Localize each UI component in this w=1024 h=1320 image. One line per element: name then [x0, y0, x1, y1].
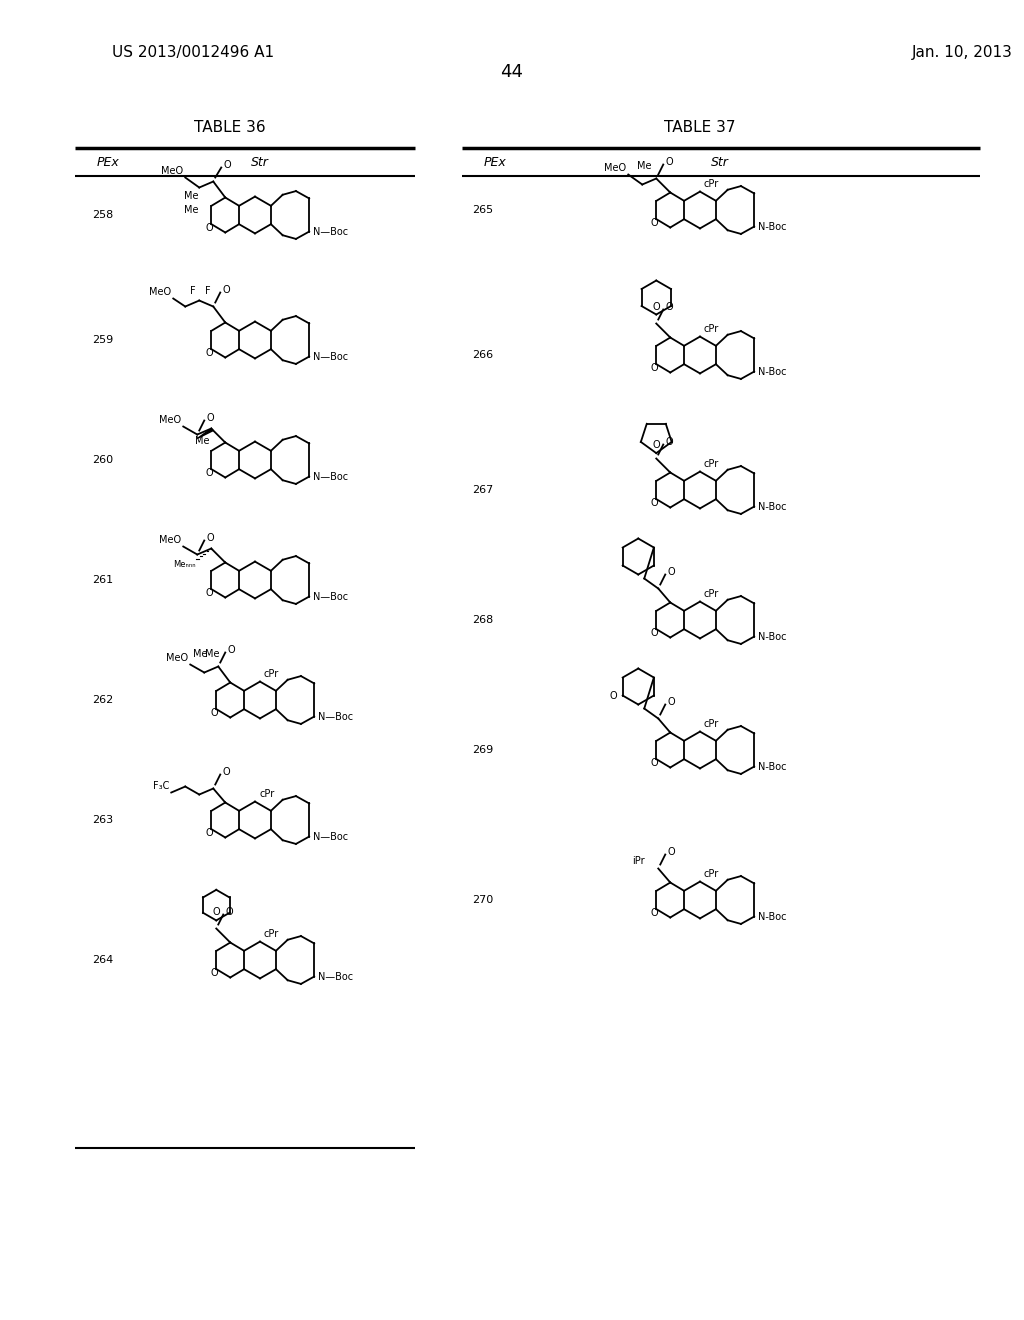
- Text: 261: 261: [92, 576, 113, 585]
- Text: Me: Me: [184, 205, 199, 215]
- Text: N—Boc: N—Boc: [318, 972, 353, 982]
- Text: cPr: cPr: [705, 718, 719, 729]
- Text: O: O: [650, 628, 658, 639]
- Text: N-Boc: N-Boc: [758, 631, 786, 642]
- Polygon shape: [198, 429, 213, 438]
- Text: O: O: [668, 566, 675, 577]
- Text: F₃C: F₃C: [153, 780, 169, 791]
- Text: PEx: PEx: [96, 156, 120, 169]
- Text: 266: 266: [472, 350, 494, 360]
- Text: cPr: cPr: [264, 669, 280, 678]
- Text: cPr: cPr: [705, 869, 719, 879]
- Text: O: O: [206, 589, 213, 598]
- Text: O: O: [223, 160, 230, 169]
- Text: MeO: MeO: [150, 286, 171, 297]
- Text: N-Boc: N-Boc: [758, 912, 786, 921]
- Text: F: F: [205, 285, 211, 296]
- Text: US 2013/0012496 A1: US 2013/0012496 A1: [112, 45, 274, 59]
- Text: N—Boc: N—Boc: [313, 591, 348, 602]
- Text: 268: 268: [472, 615, 494, 624]
- Text: O: O: [666, 301, 673, 312]
- Text: O: O: [609, 690, 616, 701]
- Text: N—Boc: N—Boc: [313, 351, 348, 362]
- Text: O: O: [650, 218, 658, 228]
- Text: O: O: [666, 437, 673, 446]
- Text: MeO: MeO: [161, 165, 183, 176]
- Text: F: F: [189, 285, 196, 296]
- Text: O: O: [650, 758, 658, 768]
- Text: iPr: iPr: [632, 855, 644, 866]
- Text: 44: 44: [501, 63, 523, 81]
- Text: N—Boc: N—Boc: [313, 227, 348, 236]
- Text: MeO: MeO: [166, 652, 188, 663]
- Text: O: O: [650, 363, 658, 374]
- Text: 267: 267: [472, 484, 494, 495]
- Text: 258: 258: [92, 210, 114, 220]
- Text: O: O: [652, 301, 660, 312]
- Text: O: O: [222, 767, 230, 776]
- Text: MeO: MeO: [159, 414, 181, 425]
- Text: N-Boc: N-Boc: [758, 367, 786, 376]
- Text: O: O: [668, 697, 675, 706]
- Text: MeO: MeO: [159, 535, 181, 545]
- Text: cPr: cPr: [705, 178, 719, 189]
- Text: O: O: [206, 469, 213, 478]
- Text: 264: 264: [92, 954, 114, 965]
- Text: O: O: [212, 907, 220, 917]
- Text: cPr: cPr: [705, 458, 719, 469]
- Text: N-Boc: N-Boc: [758, 762, 786, 772]
- Text: O: O: [206, 348, 213, 358]
- Text: N-Boc: N-Boc: [758, 222, 786, 231]
- Text: N—Boc: N—Boc: [318, 711, 353, 722]
- Text: Me: Me: [184, 190, 199, 201]
- Text: cPr: cPr: [264, 928, 280, 939]
- Text: O: O: [211, 969, 218, 978]
- Text: MeO: MeO: [604, 162, 627, 173]
- Text: TABLE 36: TABLE 36: [195, 120, 266, 136]
- Text: O: O: [211, 709, 218, 718]
- Text: Me: Me: [193, 648, 208, 659]
- Text: O: O: [206, 532, 214, 543]
- Text: O: O: [206, 223, 213, 234]
- Text: O: O: [227, 644, 234, 655]
- Text: 259: 259: [92, 335, 114, 345]
- Text: PEx: PEx: [483, 156, 507, 169]
- Text: O: O: [225, 907, 232, 916]
- Text: Jan. 10, 2013: Jan. 10, 2013: [912, 45, 1013, 59]
- Text: N—Boc: N—Boc: [313, 471, 348, 482]
- Text: O: O: [650, 908, 658, 919]
- Text: cPr: cPr: [705, 589, 719, 598]
- Text: O: O: [206, 829, 213, 838]
- Text: O: O: [652, 440, 660, 450]
- Text: O: O: [206, 413, 214, 422]
- Text: O: O: [222, 285, 230, 294]
- Text: 262: 262: [92, 696, 114, 705]
- Text: cPr: cPr: [705, 323, 719, 334]
- Text: O: O: [666, 157, 673, 166]
- Text: O: O: [668, 846, 675, 857]
- Text: O: O: [650, 499, 658, 508]
- Text: Me: Me: [205, 648, 219, 659]
- Text: Meₙₙₙ: Meₙₙₙ: [173, 560, 196, 569]
- Text: Str: Str: [711, 156, 729, 169]
- Text: Me: Me: [637, 161, 651, 170]
- Text: 260: 260: [92, 455, 113, 465]
- Text: cPr: cPr: [259, 788, 274, 799]
- Text: N—Boc: N—Boc: [313, 832, 348, 842]
- Text: Str: Str: [251, 156, 269, 169]
- Text: 270: 270: [472, 895, 494, 906]
- Text: N-Boc: N-Boc: [758, 502, 786, 512]
- Text: 263: 263: [92, 814, 113, 825]
- Text: 265: 265: [472, 205, 494, 215]
- Text: Me: Me: [195, 436, 209, 446]
- Text: 269: 269: [472, 744, 494, 755]
- Text: TABLE 37: TABLE 37: [665, 120, 736, 136]
